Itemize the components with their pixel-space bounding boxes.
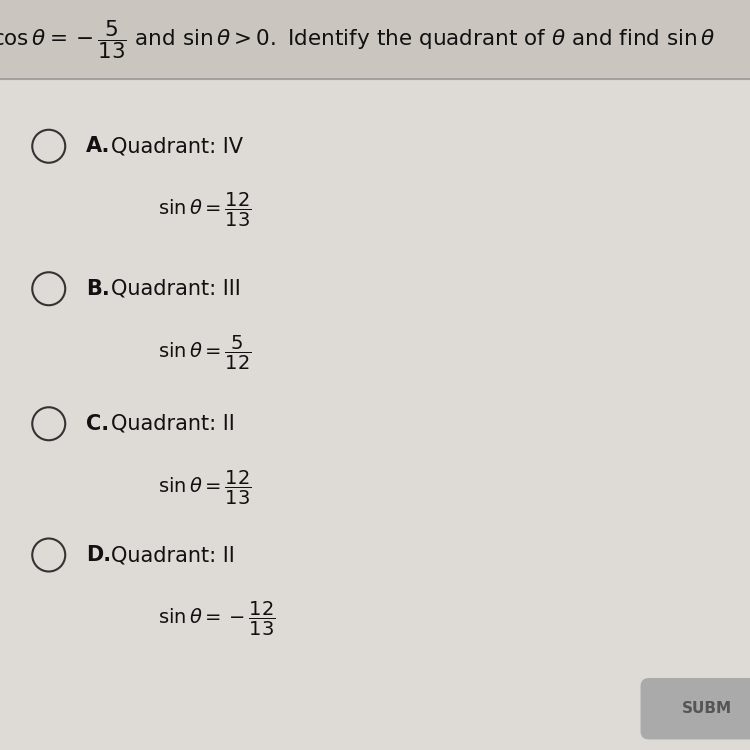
Text: Quadrant: III: Quadrant: III [111, 279, 241, 298]
Text: SUBM: SUBM [682, 701, 731, 716]
Text: B.: B. [86, 279, 110, 298]
Text: $\sin\theta = \dfrac{12}{13}$: $\sin\theta = \dfrac{12}{13}$ [158, 469, 251, 506]
Text: Quadrant: II: Quadrant: II [111, 545, 235, 565]
Text: A.: A. [86, 136, 111, 156]
Text: $\sin\theta = \dfrac{12}{13}$: $\sin\theta = \dfrac{12}{13}$ [158, 191, 251, 229]
Text: C.: C. [86, 414, 109, 434]
Text: $\sin\theta = \dfrac{5}{12}$: $\sin\theta = \dfrac{5}{12}$ [158, 334, 251, 371]
FancyBboxPatch shape [641, 679, 750, 739]
Text: Quadrant: II: Quadrant: II [111, 414, 235, 434]
Text: D.: D. [86, 545, 111, 565]
Text: $\mathrm{cos}\,\theta = -\dfrac{5}{13}$$\mathrm{\ and\ sin}\,\theta > 0\mathrm{.: $\mathrm{cos}\,\theta = -\dfrac{5}{13}$$… [0, 18, 716, 61]
Bar [0, 0, 750, 79]
Text: Quadrant: IV: Quadrant: IV [111, 136, 243, 156]
Text: $\sin\theta = -\dfrac{12}{13}$: $\sin\theta = -\dfrac{12}{13}$ [158, 600, 275, 638]
